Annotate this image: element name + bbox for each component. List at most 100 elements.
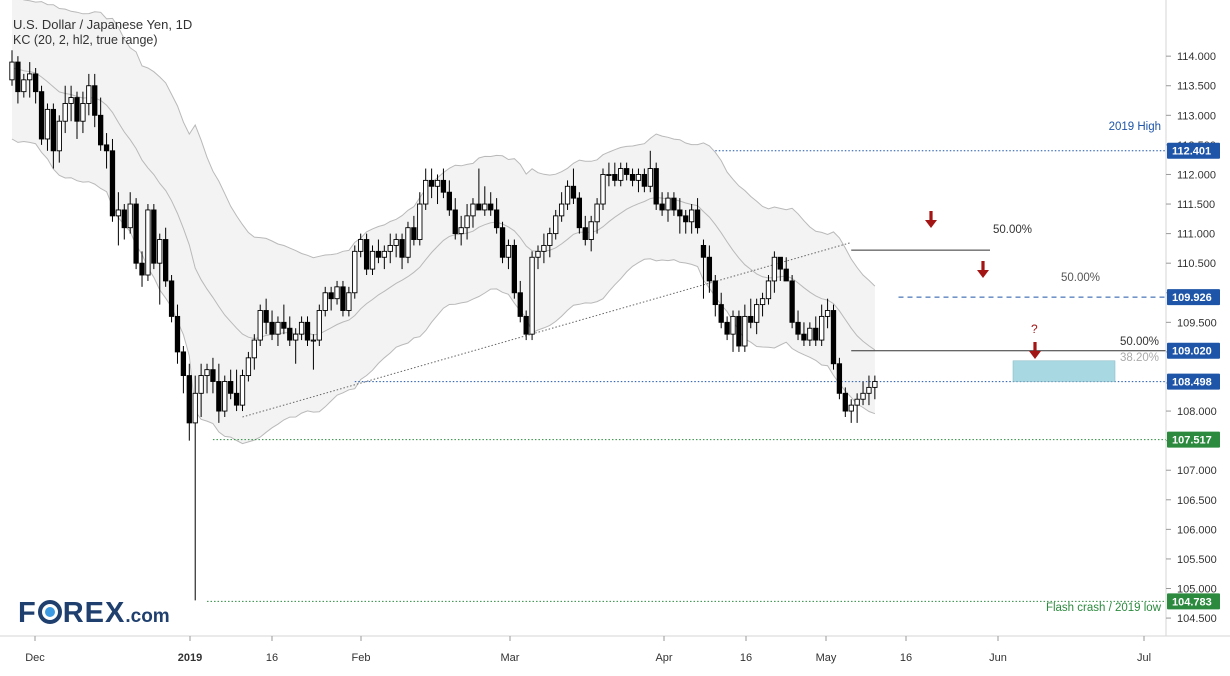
candle (588, 215, 594, 252)
candle-body (32, 73, 39, 93)
y-tick-label: 113.500 (1177, 81, 1216, 93)
price-label-text: 104.783 (1172, 596, 1212, 608)
candle-body (316, 310, 322, 341)
price-label: 107.517 (1167, 431, 1220, 448)
candle (700, 239, 707, 299)
candle (216, 363, 222, 423)
logo-text-com: .com (125, 606, 170, 627)
price-axis[interactable]: 114.000113.500113.000112.500112.000111.5… (1166, 51, 1217, 625)
candle-body (198, 375, 204, 394)
candle-body (163, 239, 169, 282)
logo-text-rex: REX (62, 597, 126, 629)
candle-body (499, 227, 506, 258)
candle-body (665, 197, 671, 211)
candle (511, 239, 518, 299)
candle (263, 298, 269, 335)
candle (228, 369, 234, 400)
candle (62, 85, 68, 134)
candle (629, 168, 636, 187)
candle (765, 275, 772, 305)
candle-body (428, 179, 435, 187)
y-tick-label: 104.500 (1177, 613, 1217, 625)
candle (9, 50, 15, 86)
candle-body (683, 215, 689, 223)
candle (369, 245, 376, 276)
candle (724, 316, 730, 341)
candle (210, 357, 216, 394)
candle (157, 233, 163, 305)
candle (476, 168, 482, 211)
candle (458, 215, 464, 246)
candle (807, 322, 813, 346)
y-tick-label: 108.000 (1177, 406, 1217, 418)
candle-body (62, 103, 68, 122)
y-tick-label: 106.000 (1177, 524, 1217, 536)
candle-body (671, 197, 677, 211)
candle-body (9, 61, 15, 81)
candle (168, 275, 175, 323)
candle (689, 204, 695, 234)
candle-body (293, 333, 299, 341)
candle (493, 198, 500, 234)
candle-body (452, 209, 458, 235)
candle (68, 85, 74, 122)
candle-body (476, 203, 482, 211)
x-tick-label: Feb (352, 652, 371, 664)
candle (328, 286, 334, 311)
candle (423, 168, 429, 210)
candle (612, 162, 618, 187)
candle-body (677, 209, 683, 217)
y-tick-label: 105.500 (1177, 554, 1217, 566)
arrow-head (1029, 351, 1041, 359)
candle (32, 67, 39, 104)
candle-body (801, 333, 807, 341)
candle-body (228, 381, 234, 394)
x-tick-label: May (816, 652, 837, 664)
x-tick-label: Jun (989, 652, 1007, 664)
candle-body (535, 250, 541, 258)
candle-body (783, 268, 789, 282)
candle (653, 162, 659, 210)
candle (340, 280, 346, 317)
candle-body (824, 310, 831, 317)
candle-body (706, 256, 713, 282)
price-label-bg (1167, 289, 1220, 306)
candle-body (269, 321, 275, 335)
candle-body (210, 369, 216, 382)
price-label: 109.020 (1167, 342, 1220, 359)
candle-body (133, 203, 139, 264)
candle (180, 345, 187, 394)
candle-body (287, 327, 293, 341)
candle-body (736, 315, 742, 347)
candle-body (346, 292, 352, 311)
candle-body (748, 315, 754, 323)
candle-body (576, 197, 583, 229)
arrow-down-2 (977, 261, 989, 278)
candle (50, 103, 57, 169)
candle (115, 192, 122, 246)
candle (287, 316, 293, 346)
candle (92, 73, 98, 128)
trendline (242, 242, 852, 418)
candle (198, 363, 204, 417)
candle-body (340, 286, 346, 311)
time-axis[interactable]: Dec 2019 16 Feb Mar Apr 16 May 16 Jun Jul (25, 636, 1151, 664)
candle-body (440, 179, 447, 193)
logo-o-icon (37, 600, 62, 624)
candle-body (168, 280, 175, 317)
candle-body (180, 351, 187, 377)
candle-body (517, 292, 523, 317)
candle-body (275, 321, 281, 335)
candle-body (375, 250, 382, 258)
candle-body (417, 203, 423, 240)
candle (547, 227, 553, 258)
candle (440, 168, 447, 199)
candle (163, 227, 169, 287)
candle (606, 162, 612, 187)
candle-body (777, 256, 783, 270)
candle-body (635, 174, 642, 181)
candle-body (523, 315, 529, 335)
price-label-text: 109.020 (1172, 346, 1212, 358)
candle (742, 304, 748, 352)
